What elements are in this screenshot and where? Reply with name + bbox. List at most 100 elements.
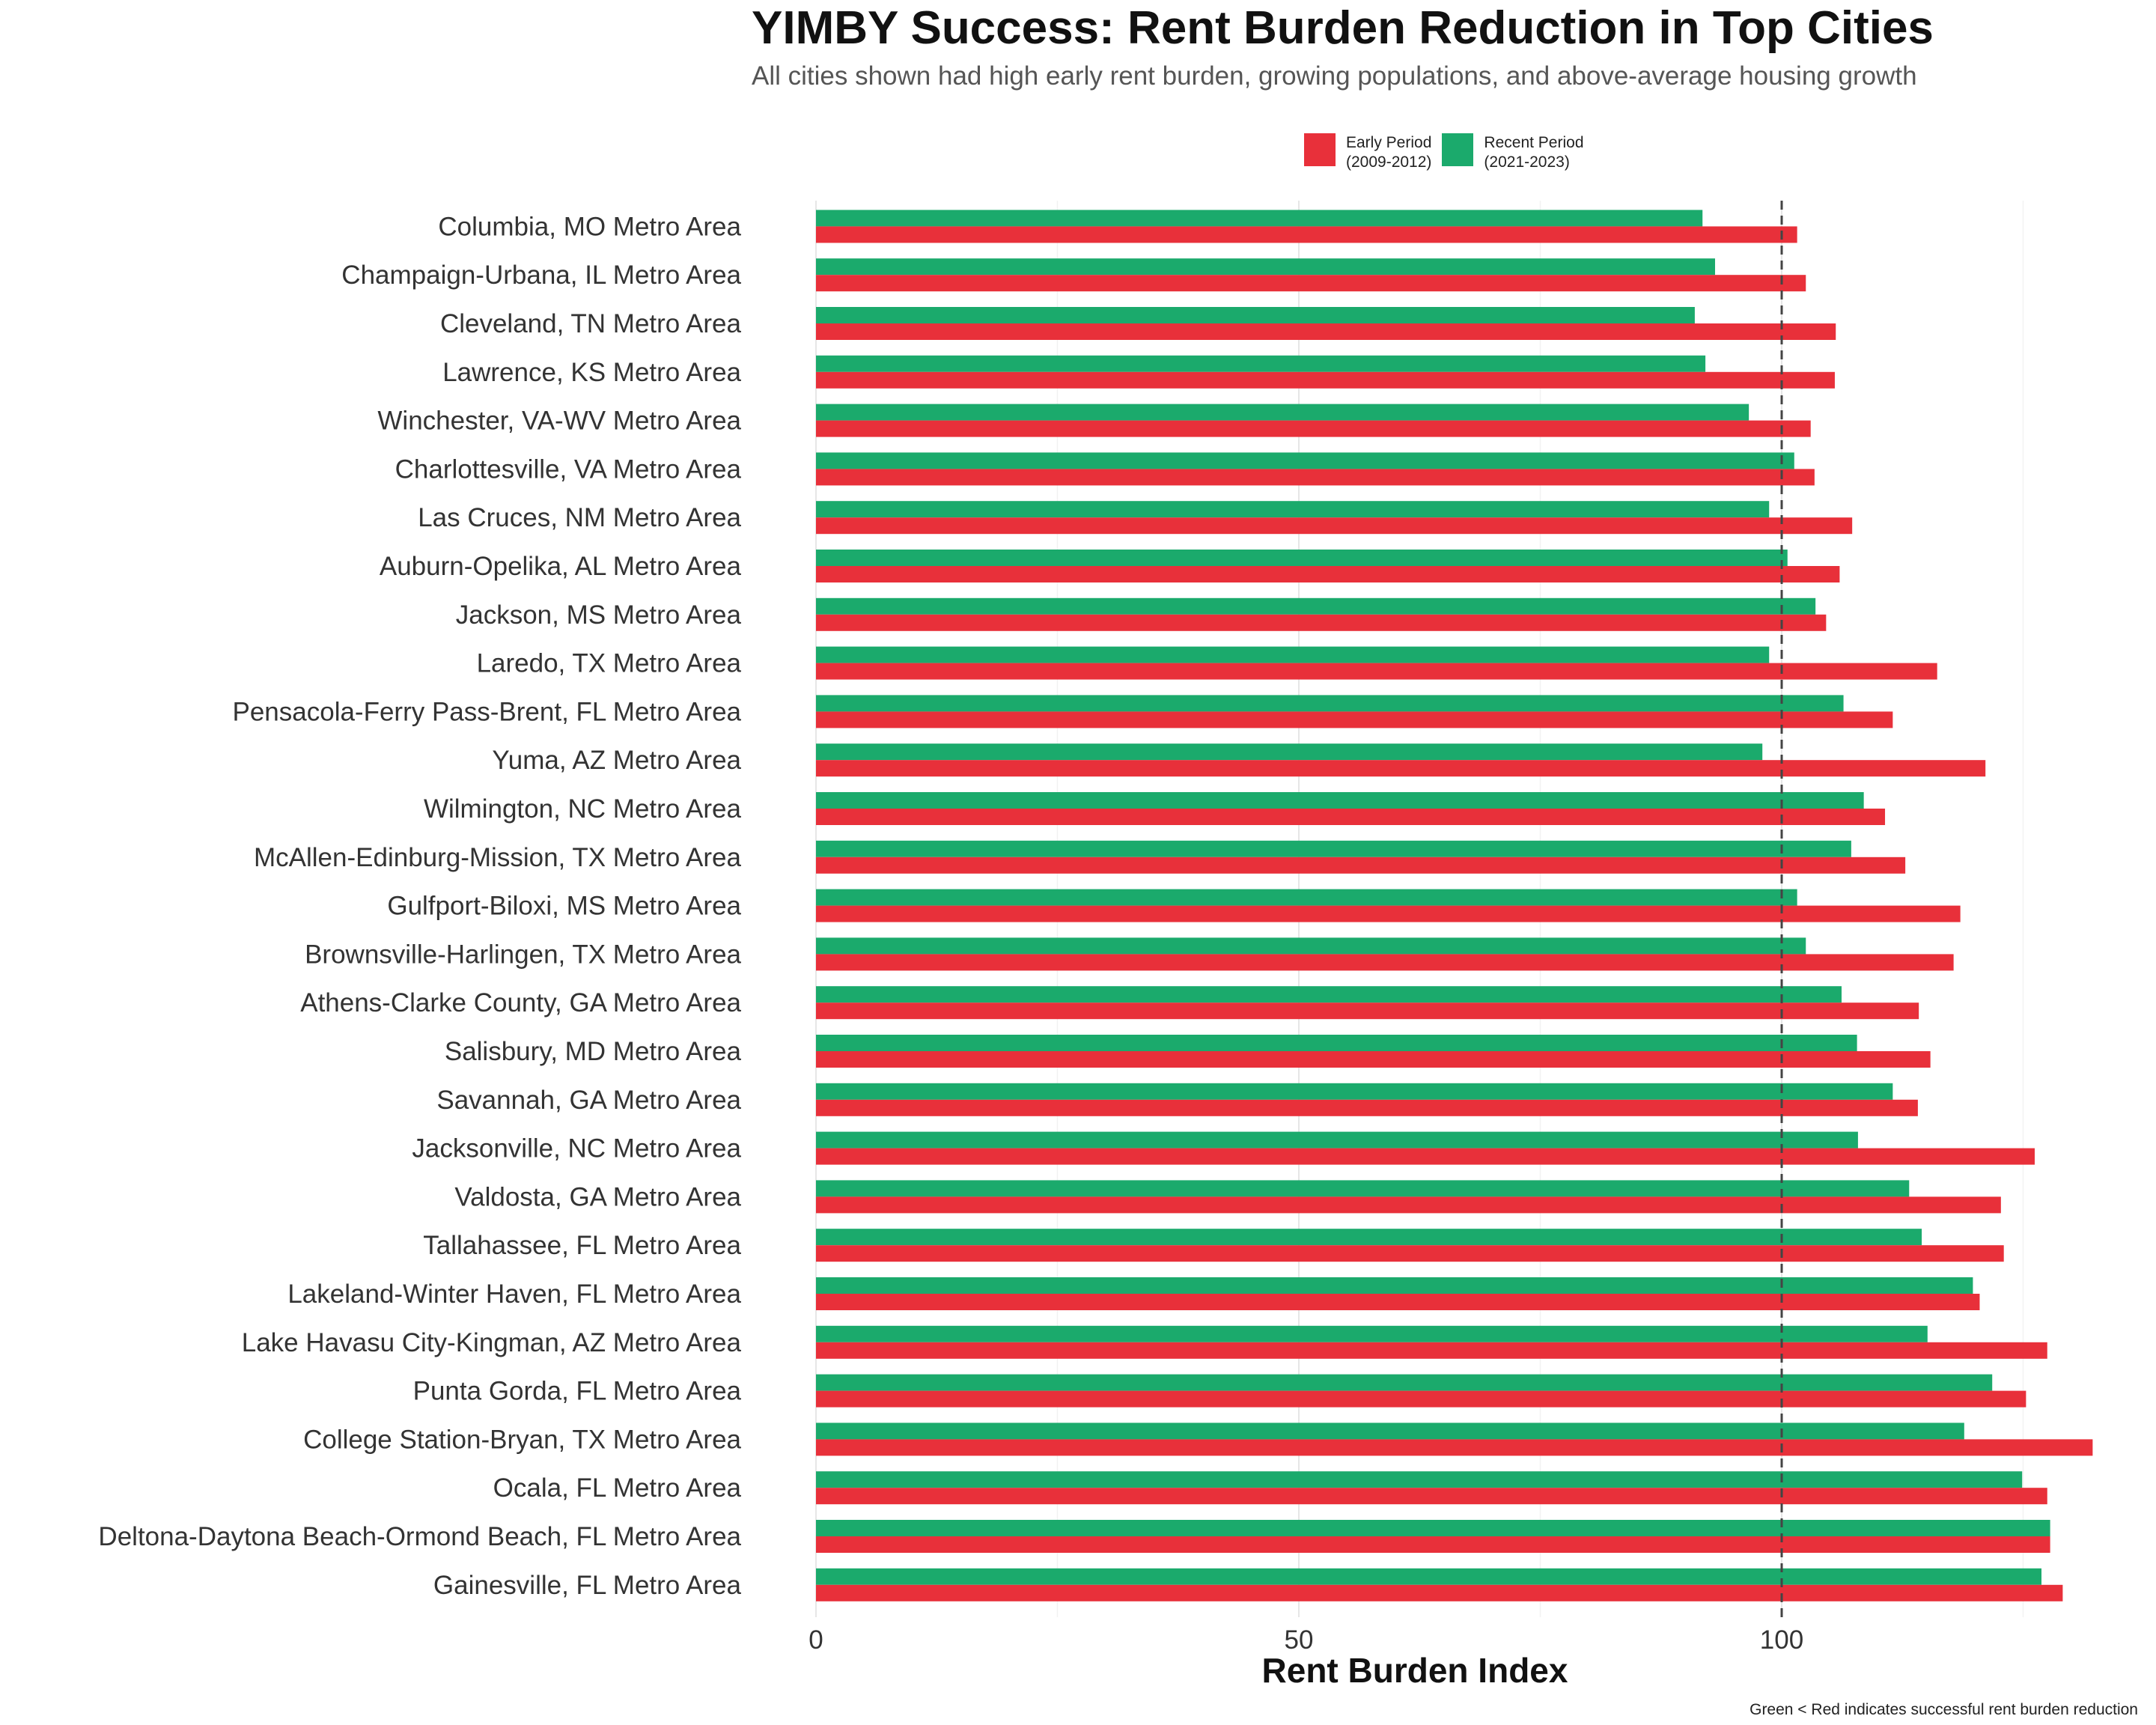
- chart-caption: Green < Red indicates successful rent bu…: [1750, 1701, 2138, 1718]
- y-tick-label: Las Cruces, NM Metro Area: [418, 503, 741, 532]
- bar-recent: [816, 646, 1770, 663]
- bar-early: [816, 1245, 2004, 1262]
- x-tick-label: 50: [1285, 1625, 1314, 1655]
- bar-early: [816, 954, 1954, 971]
- y-tick-label: Jacksonville, NC Metro Area: [412, 1134, 741, 1163]
- y-tick-label: Columbia, MO Metro Area: [438, 212, 741, 241]
- y-tick-label: Lakeland-Winter Haven, FL Metro Area: [287, 1280, 741, 1309]
- y-tick-label: Brownsville-Harlingen, TX Metro Area: [305, 940, 741, 969]
- bar-early: [816, 857, 1906, 874]
- legend-label-early: Early Period (2009-2012): [1346, 134, 1432, 171]
- y-tick-label: Charlottesville, VA Metro Area: [395, 454, 742, 484]
- bar-early: [816, 1196, 2001, 1214]
- chart-subtitle: All cities shown had high early rent bur…: [752, 61, 1917, 91]
- y-tick-label: College Station-Bryan, TX Metro Area: [303, 1425, 741, 1454]
- y-tick-label: Salisbury, MD Metro Area: [445, 1037, 742, 1066]
- bar-recent: [816, 1325, 1928, 1342]
- bar-recent: [816, 210, 1703, 227]
- y-tick-label: Lake Havasu City-Kingman, AZ Metro Area: [242, 1328, 742, 1357]
- bar-early: [816, 663, 1937, 680]
- bar-early: [816, 1439, 2093, 1456]
- bar-early: [816, 711, 1893, 728]
- bar-early: [816, 469, 1815, 486]
- bar-recent: [816, 937, 1806, 955]
- x-tick-label: 0: [808, 1625, 823, 1655]
- y-tick-label: Jackson, MS Metro Area: [456, 600, 742, 630]
- bar-early: [816, 1584, 2063, 1601]
- y-tick-label: Savannah, GA Metro Area: [436, 1086, 741, 1115]
- y-tick-label: Lawrence, KS Metro Area: [442, 358, 741, 387]
- bar-early: [816, 323, 1836, 340]
- bar-recent: [816, 1277, 1973, 1294]
- bar-recent: [816, 840, 1851, 857]
- bar-early: [816, 760, 1986, 777]
- bar-recent: [816, 889, 1797, 906]
- y-tick-label: McAllen-Edinburg-Mission, TX Metro Area: [254, 843, 742, 872]
- legend: Early Period (2009-2012) Recent Period (…: [1304, 133, 1595, 172]
- bar-recent: [816, 1423, 1964, 1440]
- y-tick-label: Athens-Clarke County, GA Metro Area: [300, 988, 741, 1017]
- y-tick-label: Ocala, FL Metro Area: [493, 1473, 742, 1503]
- bar-recent: [816, 404, 1750, 421]
- bar-early: [816, 226, 1797, 243]
- bar-early: [816, 1488, 2047, 1505]
- y-tick-label: Deltona-Daytona Beach-Ormond Beach, FL M…: [98, 1522, 741, 1551]
- bar-recent: [816, 550, 1788, 566]
- bar-early: [816, 1390, 2026, 1408]
- legend-swatch-early: [1304, 133, 1336, 166]
- y-tick-label: Valdosta, GA Metro Area: [454, 1182, 741, 1211]
- chart-title: YIMBY Success: Rent Burden Reduction in …: [752, 2, 1934, 54]
- bar-recent: [816, 501, 1770, 518]
- bar-recent: [816, 258, 1715, 276]
- bar-recent: [816, 1180, 1910, 1197]
- bar-recent: [816, 355, 1706, 372]
- y-tick-label: Pensacola-Ferry Pass-Brent, FL Metro Are…: [232, 697, 741, 726]
- bar-recent: [816, 597, 1816, 615]
- y-tick-label: Cleveland, TN Metro Area: [440, 309, 742, 338]
- bar-early: [816, 1342, 2047, 1359]
- y-tick-label: Punta Gorda, FL Metro Area: [413, 1377, 742, 1406]
- bar-early: [816, 1003, 1919, 1020]
- bar-recent: [816, 1568, 2042, 1585]
- y-tick-label: Winchester, VA-WV Metro Area: [377, 407, 741, 436]
- bar-recent: [816, 1035, 1857, 1051]
- bar-early: [816, 275, 1806, 292]
- y-tick-label: Yuma, AZ Metro Area: [492, 746, 741, 775]
- bar-recent: [816, 986, 1842, 1003]
- bar-early: [816, 1099, 1918, 1116]
- bar-recent: [816, 1471, 2023, 1488]
- bar-early: [816, 905, 1961, 922]
- bar-recent: [816, 695, 1844, 712]
- bar-recent: [816, 452, 1794, 469]
- bar-early: [816, 1294, 1980, 1310]
- y-tick-label: Champaign-Urbana, IL Metro Area: [341, 261, 741, 290]
- x-tick-label: 100: [1760, 1625, 1803, 1655]
- bar-early: [816, 420, 1811, 437]
- bar-early: [816, 371, 1835, 389]
- bar-early: [816, 566, 1840, 582]
- bar-recent: [816, 307, 1695, 323]
- legend-item-recent: Recent Period (2021-2023): [1442, 133, 1584, 172]
- bar-early: [816, 809, 1886, 825]
- y-tick-label: Laredo, TX Metro Area: [477, 649, 742, 678]
- legend-label-recent: Recent Period (2021-2023): [1484, 134, 1584, 171]
- y-tick-label: Tallahassee, FL Metro Area: [423, 1231, 741, 1260]
- bar-early: [816, 517, 1853, 535]
- y-tick-label: Auburn-Opelika, AL Metro Area: [380, 552, 742, 581]
- bar-recent: [816, 1520, 2050, 1536]
- y-tick-label: Gainesville, FL Metro Area: [433, 1571, 742, 1600]
- bar-recent: [816, 1131, 1858, 1149]
- bar-recent: [816, 1374, 1993, 1391]
- bar-early: [816, 614, 1827, 631]
- bar-early: [816, 1051, 1931, 1068]
- legend-swatch-recent: [1442, 133, 1474, 166]
- bar-early: [816, 1148, 2035, 1165]
- y-tick-label: Gulfport-Biloxi, MS Metro Area: [387, 892, 741, 921]
- bar-recent: [816, 1229, 1922, 1246]
- bar-early: [816, 1536, 2050, 1553]
- bar-recent: [816, 1083, 1893, 1100]
- x-axis-title: Rent Burden Index: [1261, 1651, 1568, 1690]
- y-tick-label: Wilmington, NC Metro Area: [424, 794, 742, 824]
- legend-item-early: Early Period (2009-2012): [1304, 133, 1431, 172]
